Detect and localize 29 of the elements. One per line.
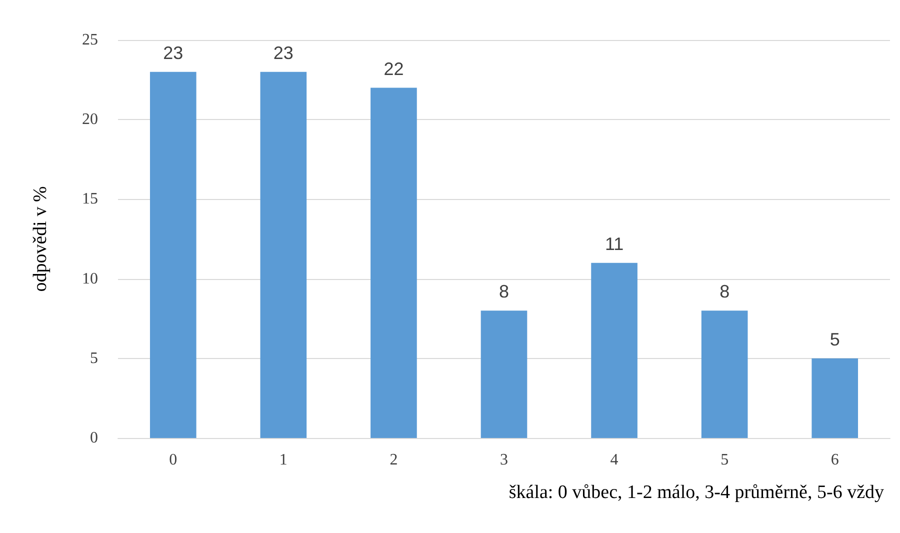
data-label: 22 <box>384 58 404 79</box>
y-tick-label: 15 <box>82 190 98 208</box>
x-tick-label: 1 <box>279 452 288 468</box>
x-tick-label: 2 <box>390 452 398 468</box>
x-tick-label: 3 <box>500 452 508 468</box>
data-label: 5 <box>830 329 840 350</box>
data-label: 23 <box>273 42 294 63</box>
data-label: 8 <box>498 282 510 302</box>
bar <box>150 72 196 438</box>
bar <box>701 310 748 438</box>
x-tick-label: 5 <box>720 452 729 468</box>
bar <box>591 262 638 438</box>
x-tick-label: 4 <box>610 452 618 468</box>
y-tick-label: 10 <box>82 270 98 288</box>
data-label: 11 <box>604 234 624 254</box>
bar <box>812 358 858 438</box>
x-tick-label: 0 <box>169 452 178 468</box>
x-axis-title: škála: 0 vůbec, 1-2 málo, 3-4 průměrně, 5-6 vždy <box>508 482 884 503</box>
data-label: 23 <box>163 42 184 63</box>
bar <box>370 88 417 438</box>
y-tick-label: 20 <box>82 111 98 128</box>
y-axis-title: odpovědi v % <box>30 186 51 292</box>
y-tick-label: 25 <box>82 32 98 48</box>
bar <box>480 310 528 438</box>
data-label: 8 <box>720 282 730 302</box>
y-tick-label: 5 <box>90 350 98 367</box>
y-tick-label: 0 <box>90 430 98 446</box>
bar <box>260 72 307 438</box>
x-tick-label: 6 <box>830 452 839 468</box>
